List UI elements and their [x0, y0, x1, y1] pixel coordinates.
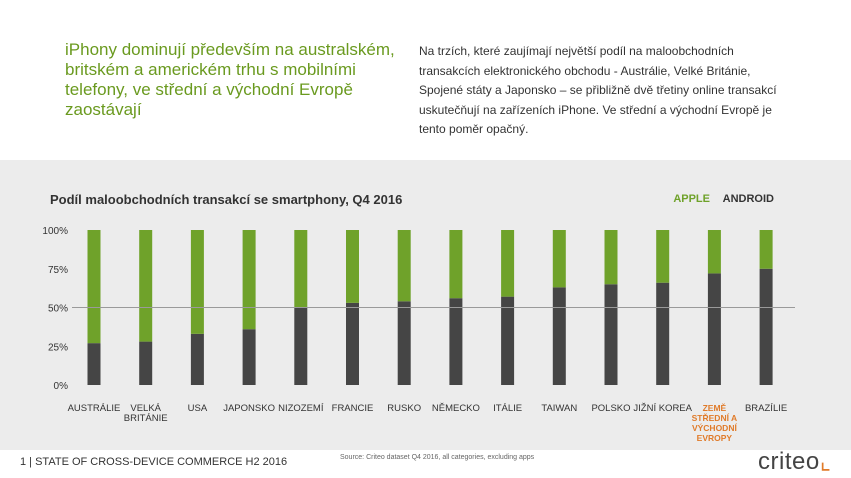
criteo-logo: criteo⌞ — [758, 448, 832, 475]
y-tick-label: 75% — [48, 265, 68, 276]
bar-android — [501, 296, 515, 385]
x-tick-label: FRANCIE — [332, 403, 374, 414]
source-note: Source: Criteo dataset Q4 2016, all cate… — [340, 454, 535, 461]
x-tick-label: VELKÁ — [130, 403, 161, 414]
bar-android — [87, 343, 101, 385]
headline: iPhony dominují především na australském… — [65, 40, 395, 119]
x-tick-label: TAIWAN — [541, 403, 577, 414]
x-tick-label: RUSKO — [387, 403, 421, 414]
bar-android — [190, 333, 204, 385]
bar-android — [656, 282, 670, 385]
bar-apple — [346, 230, 359, 303]
y-tick-label: 50% — [48, 304, 68, 315]
bar-apple — [190, 230, 204, 334]
chart-legend: APPLE ANDROID — [673, 193, 774, 205]
bar-apple — [501, 230, 515, 297]
x-tick-label: ZEMĚ — [703, 402, 727, 413]
bar-android — [294, 307, 308, 385]
x-tick-label: NIZOZEMÍ — [278, 403, 324, 414]
chart-title: Podíl maloobchodních transakcí se smartp… — [50, 192, 403, 207]
bar-apple — [707, 230, 721, 274]
bar-android — [139, 341, 153, 385]
x-tick-label: ITÁLIE — [493, 403, 522, 414]
x-tick-label: JAPONSKO — [223, 403, 275, 414]
bar-android — [552, 287, 566, 385]
y-tick-label: 0% — [54, 381, 69, 392]
x-tick-label: NĚMECKO — [432, 403, 480, 414]
legend-android: ANDROID — [722, 193, 774, 205]
bar-apple — [656, 230, 670, 283]
bar-android — [759, 268, 773, 385]
x-tick-label: USA — [188, 403, 208, 414]
bar-apple — [139, 230, 153, 342]
bar-apple — [397, 230, 411, 302]
y-tick-label: 100% — [42, 226, 68, 237]
bar-android — [604, 284, 618, 385]
bar-apple — [242, 230, 256, 330]
x-tick-label: BRAZÍLIE — [745, 403, 787, 414]
legend-apple: APPLE — [673, 193, 710, 205]
x-tick-label: JIŽNÍ KOREA — [633, 403, 692, 414]
x-tick-label: AUSTRÁLIE — [68, 403, 121, 414]
footer: 1 | STATE OF CROSS-DEVICE COMMERCE H2 20… — [20, 456, 288, 468]
x-tick-label: STŘEDNÍ A — [692, 412, 738, 423]
bar-apple — [759, 230, 773, 269]
bar-apple — [552, 230, 566, 288]
bar-android — [397, 301, 411, 385]
bar-android — [242, 329, 256, 385]
x-tick-label: POLSKO — [591, 403, 630, 414]
bar-apple — [604, 230, 618, 285]
bar-apple — [294, 230, 308, 308]
bar-apple — [87, 230, 101, 344]
x-tick-label: BRITÁNIE — [124, 413, 168, 424]
intro-paragraph: Na trzích, které zaujímají největší podí… — [419, 44, 777, 136]
bar-android — [707, 273, 721, 385]
y-tick-label: 25% — [48, 342, 68, 353]
x-tick-label: EVROPY — [697, 433, 733, 443]
bar-apple — [449, 230, 463, 299]
x-tick-label: VÝCHODNÍ — [692, 422, 738, 433]
bar-android — [346, 302, 359, 385]
bar-android — [449, 298, 463, 385]
